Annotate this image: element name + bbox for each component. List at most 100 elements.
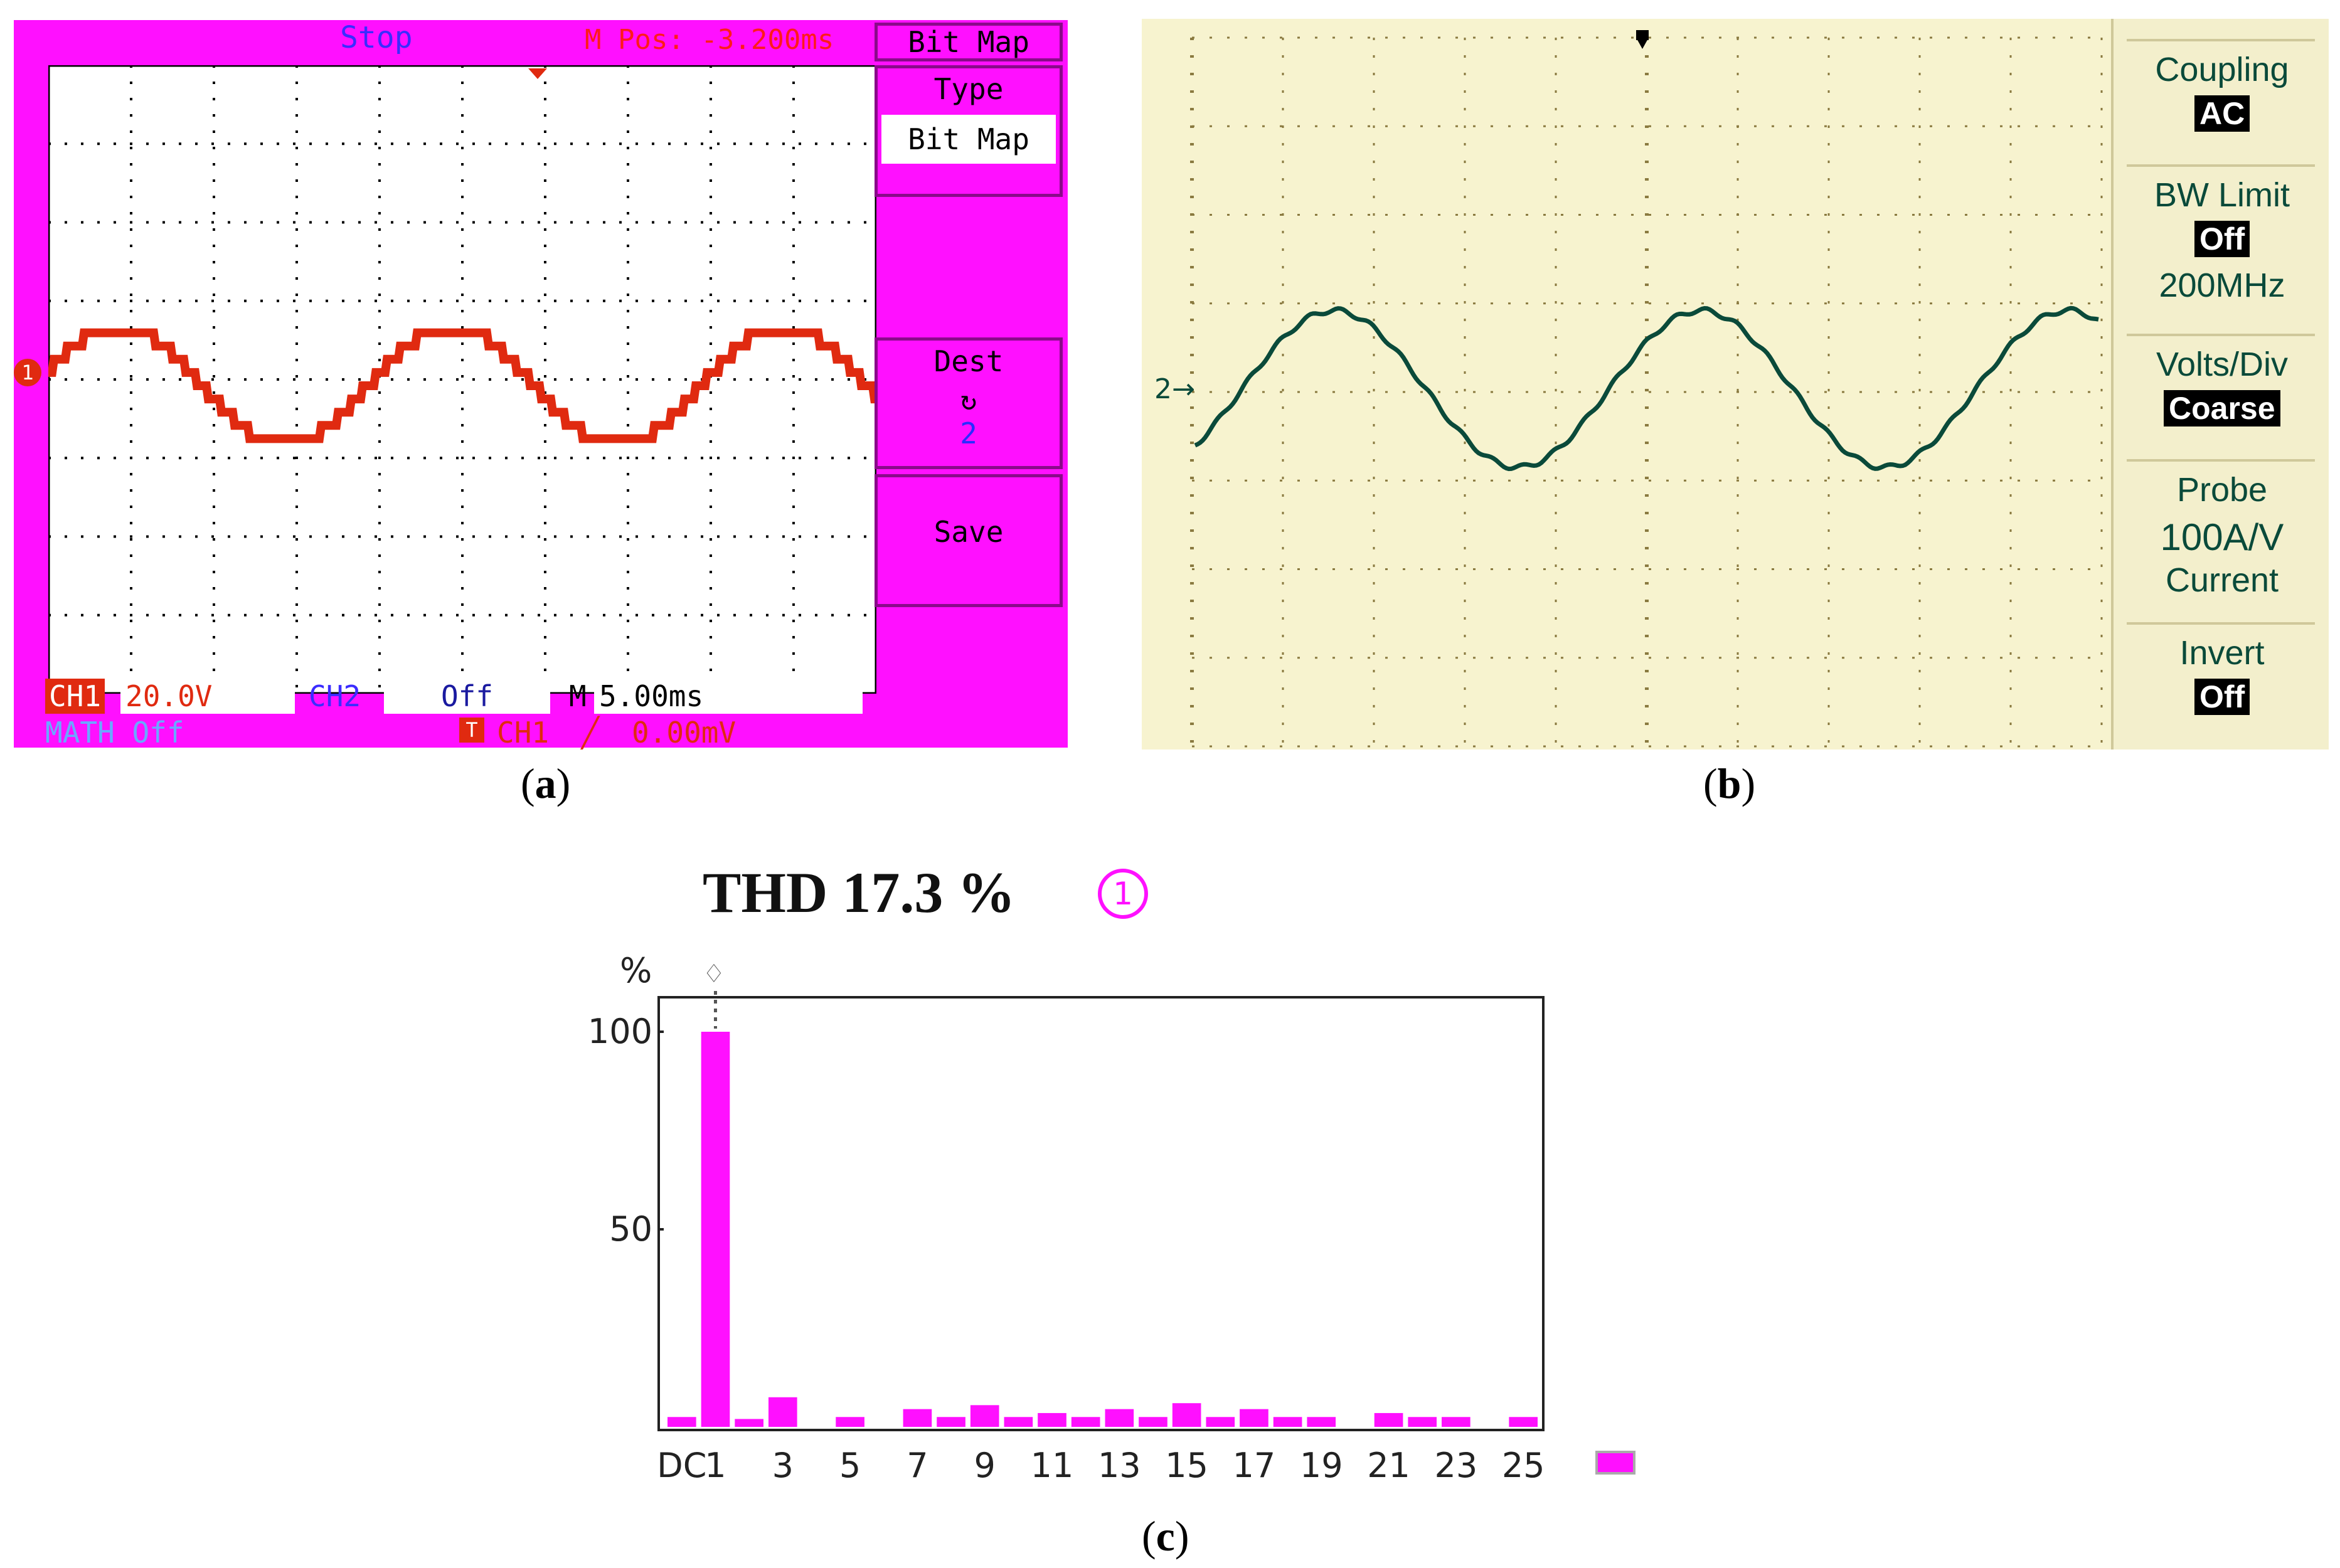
menu-separator	[2127, 164, 2315, 167]
timebase-label: M	[569, 679, 587, 713]
menu-separator	[2127, 622, 2315, 625]
bar-25	[1509, 1417, 1538, 1427]
menu-label-1[interactable]: BW Limit	[2154, 176, 2290, 214]
y-tick-label: 50	[609, 1209, 652, 1249]
ch2-label: CH2	[309, 679, 361, 713]
ch2-trace	[1194, 305, 2099, 472]
graticule-grid	[48, 65, 876, 694]
waveform-display-b	[1190, 30, 2103, 748]
bar-18	[1273, 1417, 1302, 1427]
menu-value-0: AC	[2194, 95, 2250, 132]
menu-label-2[interactable]: Volts/Div	[2156, 346, 2289, 383]
graticule-grid-b	[1190, 36, 2103, 748]
menu-value-3: 100A/V	[2160, 516, 2284, 558]
bar-5	[836, 1417, 864, 1427]
dest-value: 2	[960, 416, 977, 450]
bar-23	[1442, 1417, 1470, 1427]
x-tick-label: 5	[839, 1446, 861, 1485]
menu-separator	[2127, 39, 2315, 41]
x-tick-label: DC	[657, 1446, 706, 1485]
bar-DC	[667, 1417, 696, 1427]
type-softkey[interactable]: Type Bit Map	[875, 65, 1063, 197]
y-axis-unit: %	[620, 953, 652, 990]
menu-value-2: Coarse	[2164, 390, 2280, 426]
bar-2	[735, 1419, 763, 1427]
bar-19	[1307, 1417, 1336, 1427]
bar-11	[1038, 1412, 1066, 1427]
x-tick-label: 7	[907, 1446, 928, 1485]
legend-swatch	[1595, 1451, 1635, 1475]
menu-label-3[interactable]: Probe	[2176, 471, 2268, 509]
dest-softkey[interactable]: Dest ↻ 2	[875, 337, 1063, 469]
menu-title: Bit Map	[908, 25, 1029, 59]
x-tick-label: 9	[974, 1446, 996, 1485]
memory-position: M Pos: -3.200ms	[585, 24, 834, 56]
bar-16	[1206, 1417, 1235, 1427]
menu-extra-3: Current	[2165, 561, 2279, 599]
menu-label-0[interactable]: Coupling	[2155, 51, 2289, 88]
x-tick-label: 3	[772, 1446, 794, 1485]
bar-9	[970, 1405, 999, 1427]
trigger-arrow-stem	[1636, 30, 1649, 40]
rising-edge-icon: ╱	[582, 716, 599, 750]
dest-label: Dest	[933, 344, 1004, 378]
type-label: Type	[933, 72, 1004, 106]
x-tick-label: 11	[1031, 1446, 1074, 1485]
bar-21	[1374, 1412, 1403, 1427]
thd-title: THD 17.3 %	[703, 861, 1016, 924]
x-tick-label: 17	[1233, 1446, 1276, 1485]
run-status: Stop	[340, 20, 413, 55]
ch2-marker-number: 2	[1154, 373, 1172, 405]
caption-b-letter: b	[1717, 760, 1742, 807]
trigger-position-marker	[528, 68, 547, 79]
timebase-value: 5.00ms	[594, 679, 863, 714]
caption-c: (c)	[1142, 1512, 1189, 1560]
x-tick-label: 21	[1367, 1446, 1410, 1485]
menu-value-4: Off	[2194, 679, 2250, 715]
trigger-position-marker-b	[1636, 38, 1649, 49]
menu-extra-1: 200MHz	[2159, 267, 2285, 304]
graticule-frame	[48, 65, 876, 694]
menu-value-1: Off	[2194, 221, 2250, 257]
bar-22	[1408, 1417, 1437, 1427]
y-tick-label: 100	[590, 1012, 652, 1051]
bar-15	[1172, 1403, 1201, 1427]
x-tick-label: 19	[1300, 1446, 1343, 1485]
caption-a: (a)	[521, 760, 571, 807]
bar-8	[937, 1417, 965, 1427]
save-softkey[interactable]: Save	[875, 474, 1063, 607]
x-tick-label: 15	[1165, 1446, 1208, 1485]
menu-title-box: Bit Map	[875, 23, 1063, 61]
x-tick-label: 13	[1098, 1446, 1141, 1485]
ch1-trace	[48, 328, 876, 443]
plot-area	[657, 996, 1545, 1431]
ch1-scale: 20.0V	[120, 679, 295, 714]
bar-17	[1240, 1409, 1268, 1427]
bar-14	[1139, 1417, 1167, 1427]
menu-label-4[interactable]: Invert	[2179, 634, 2265, 672]
bar-7	[903, 1409, 932, 1427]
bar-3	[768, 1397, 797, 1427]
menu-separator	[2127, 459, 2315, 462]
bar-13	[1105, 1409, 1134, 1427]
menu-separator	[2127, 334, 2315, 336]
math-status: MATH Off	[45, 716, 184, 750]
bar-10	[1004, 1417, 1033, 1427]
trigger-level: 0.00mV	[632, 716, 737, 750]
scope-screen-a: Stop M Pos: -3.200ms 1 Bit Map Type Bit …	[14, 20, 1068, 750]
scope-screen-b: 2→ Coupling AC BW Limit Off 200MHz Volts/Div C…	[1142, 19, 2329, 750]
trigger-source: CH1	[497, 716, 550, 750]
ch1-ground-marker: 1	[14, 359, 41, 386]
ch2-ground-marker: 2→	[1154, 373, 1195, 405]
waveform-display-a	[48, 65, 876, 694]
cursor-icon: ♢	[703, 960, 725, 988]
type-value: Bit Map	[881, 115, 1056, 164]
caption-a-letter: a	[534, 760, 556, 807]
ch2-value: Off	[384, 679, 550, 714]
x-tick-label: 25	[1502, 1446, 1545, 1485]
channel-badge: 1	[1098, 869, 1148, 919]
bar-12	[1071, 1417, 1100, 1427]
channel-menu	[2111, 19, 2329, 750]
bar-1	[701, 1032, 730, 1427]
